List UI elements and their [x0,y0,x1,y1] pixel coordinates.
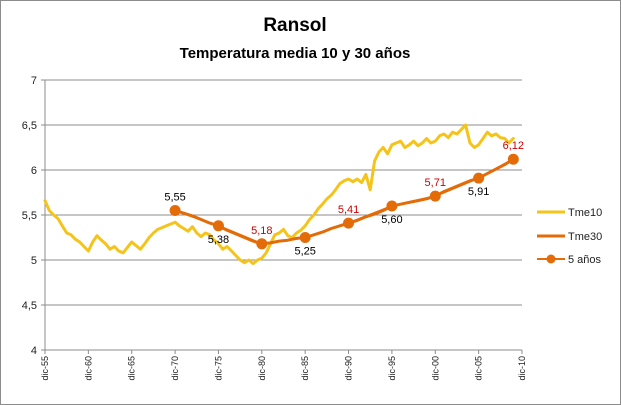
x-tick-label: dic-80 [257,356,267,381]
y-tick-label: 4,5 [22,300,37,312]
legend-label: Tme30 [568,231,602,243]
chart-subtitle: Temperatura media 10 y 30 años [180,45,411,62]
cinco-anos-point [507,153,519,165]
data-label: 5,38 [208,234,229,246]
data-label: 5,91 [468,186,489,198]
chart-title: Ransol [263,15,326,36]
cinco-anos-point [473,172,485,184]
x-tick-label: dic-05 [474,356,484,381]
x-tick-label: dic-75 [213,356,223,381]
legend-label: 5 años [568,254,602,266]
data-label: 6,12 [503,140,524,152]
cinco-anos-point [169,205,181,216]
x-tick-label: dic-55 [40,356,50,381]
y-tick-label: 6,5 [22,120,37,132]
data-label: 5,60 [381,214,402,226]
x-tick-label: dic-85 [300,356,310,381]
data-label: 5,55 [164,192,185,204]
series-layer [43,123,515,266]
x-tick-label: dic-10 [517,356,527,381]
x-tick-label: dic-60 [83,356,93,381]
x-tick-label: dic-90 [344,356,354,381]
y-tick-label: 5 [31,255,37,267]
cinco-anos-point [429,190,441,202]
x-tick-label: dic-70 [170,356,180,381]
tme10-line [43,123,515,266]
tme30-line [173,157,515,246]
legend-label: Tme10 [568,207,602,219]
data-label: 5,25 [294,246,315,258]
grid-layer [45,79,522,351]
marker-layer [169,153,519,250]
y-tick-label: 7 [31,75,37,87]
legend-marker [546,254,556,264]
cinco-anos-point [343,217,355,229]
y-tick-label: 5,5 [22,210,37,222]
x-tick-label: dic-95 [387,356,397,381]
x-tick-label: dic-00 [430,356,440,381]
data-label: 5,41 [338,204,359,216]
cinco-anos-point [212,220,224,232]
legend: Tme10 Tme30 5 años [537,207,602,266]
cinco-anos-point [256,238,268,250]
data-label: 5,71 [425,177,446,189]
cinco-anos-point [299,232,311,243]
cinco-anos-point [386,200,398,212]
x-tick-label: dic-65 [127,356,137,381]
y-tick-label: 4 [31,345,37,357]
axis-layer: 4 4,5 5 5,5 6 6,5 7 dic-55 dic-60 dic-65 dic-70 dic… [22,75,527,381]
y-tick-label: 6 [31,165,37,177]
data-label: 5,18 [251,225,272,237]
label-layer: 5,55 5,38 5,18 5,25 5,41 5,60 5,71 5,91 6,12 [164,140,524,257]
